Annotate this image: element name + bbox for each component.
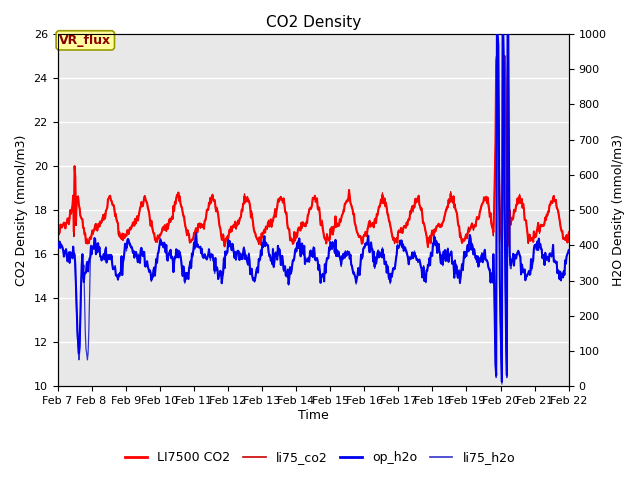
Y-axis label: H2O Density (mmol/m3): H2O Density (mmol/m3)	[612, 134, 625, 286]
X-axis label: Time: Time	[298, 409, 328, 422]
Title: CO2 Density: CO2 Density	[266, 15, 361, 30]
Text: VR_flux: VR_flux	[60, 34, 111, 47]
Y-axis label: CO2 Density (mmol/m3): CO2 Density (mmol/m3)	[15, 134, 28, 286]
Legend: LI7500 CO2, li75_co2, op_h2o, li75_h2o: LI7500 CO2, li75_co2, op_h2o, li75_h2o	[120, 446, 520, 469]
